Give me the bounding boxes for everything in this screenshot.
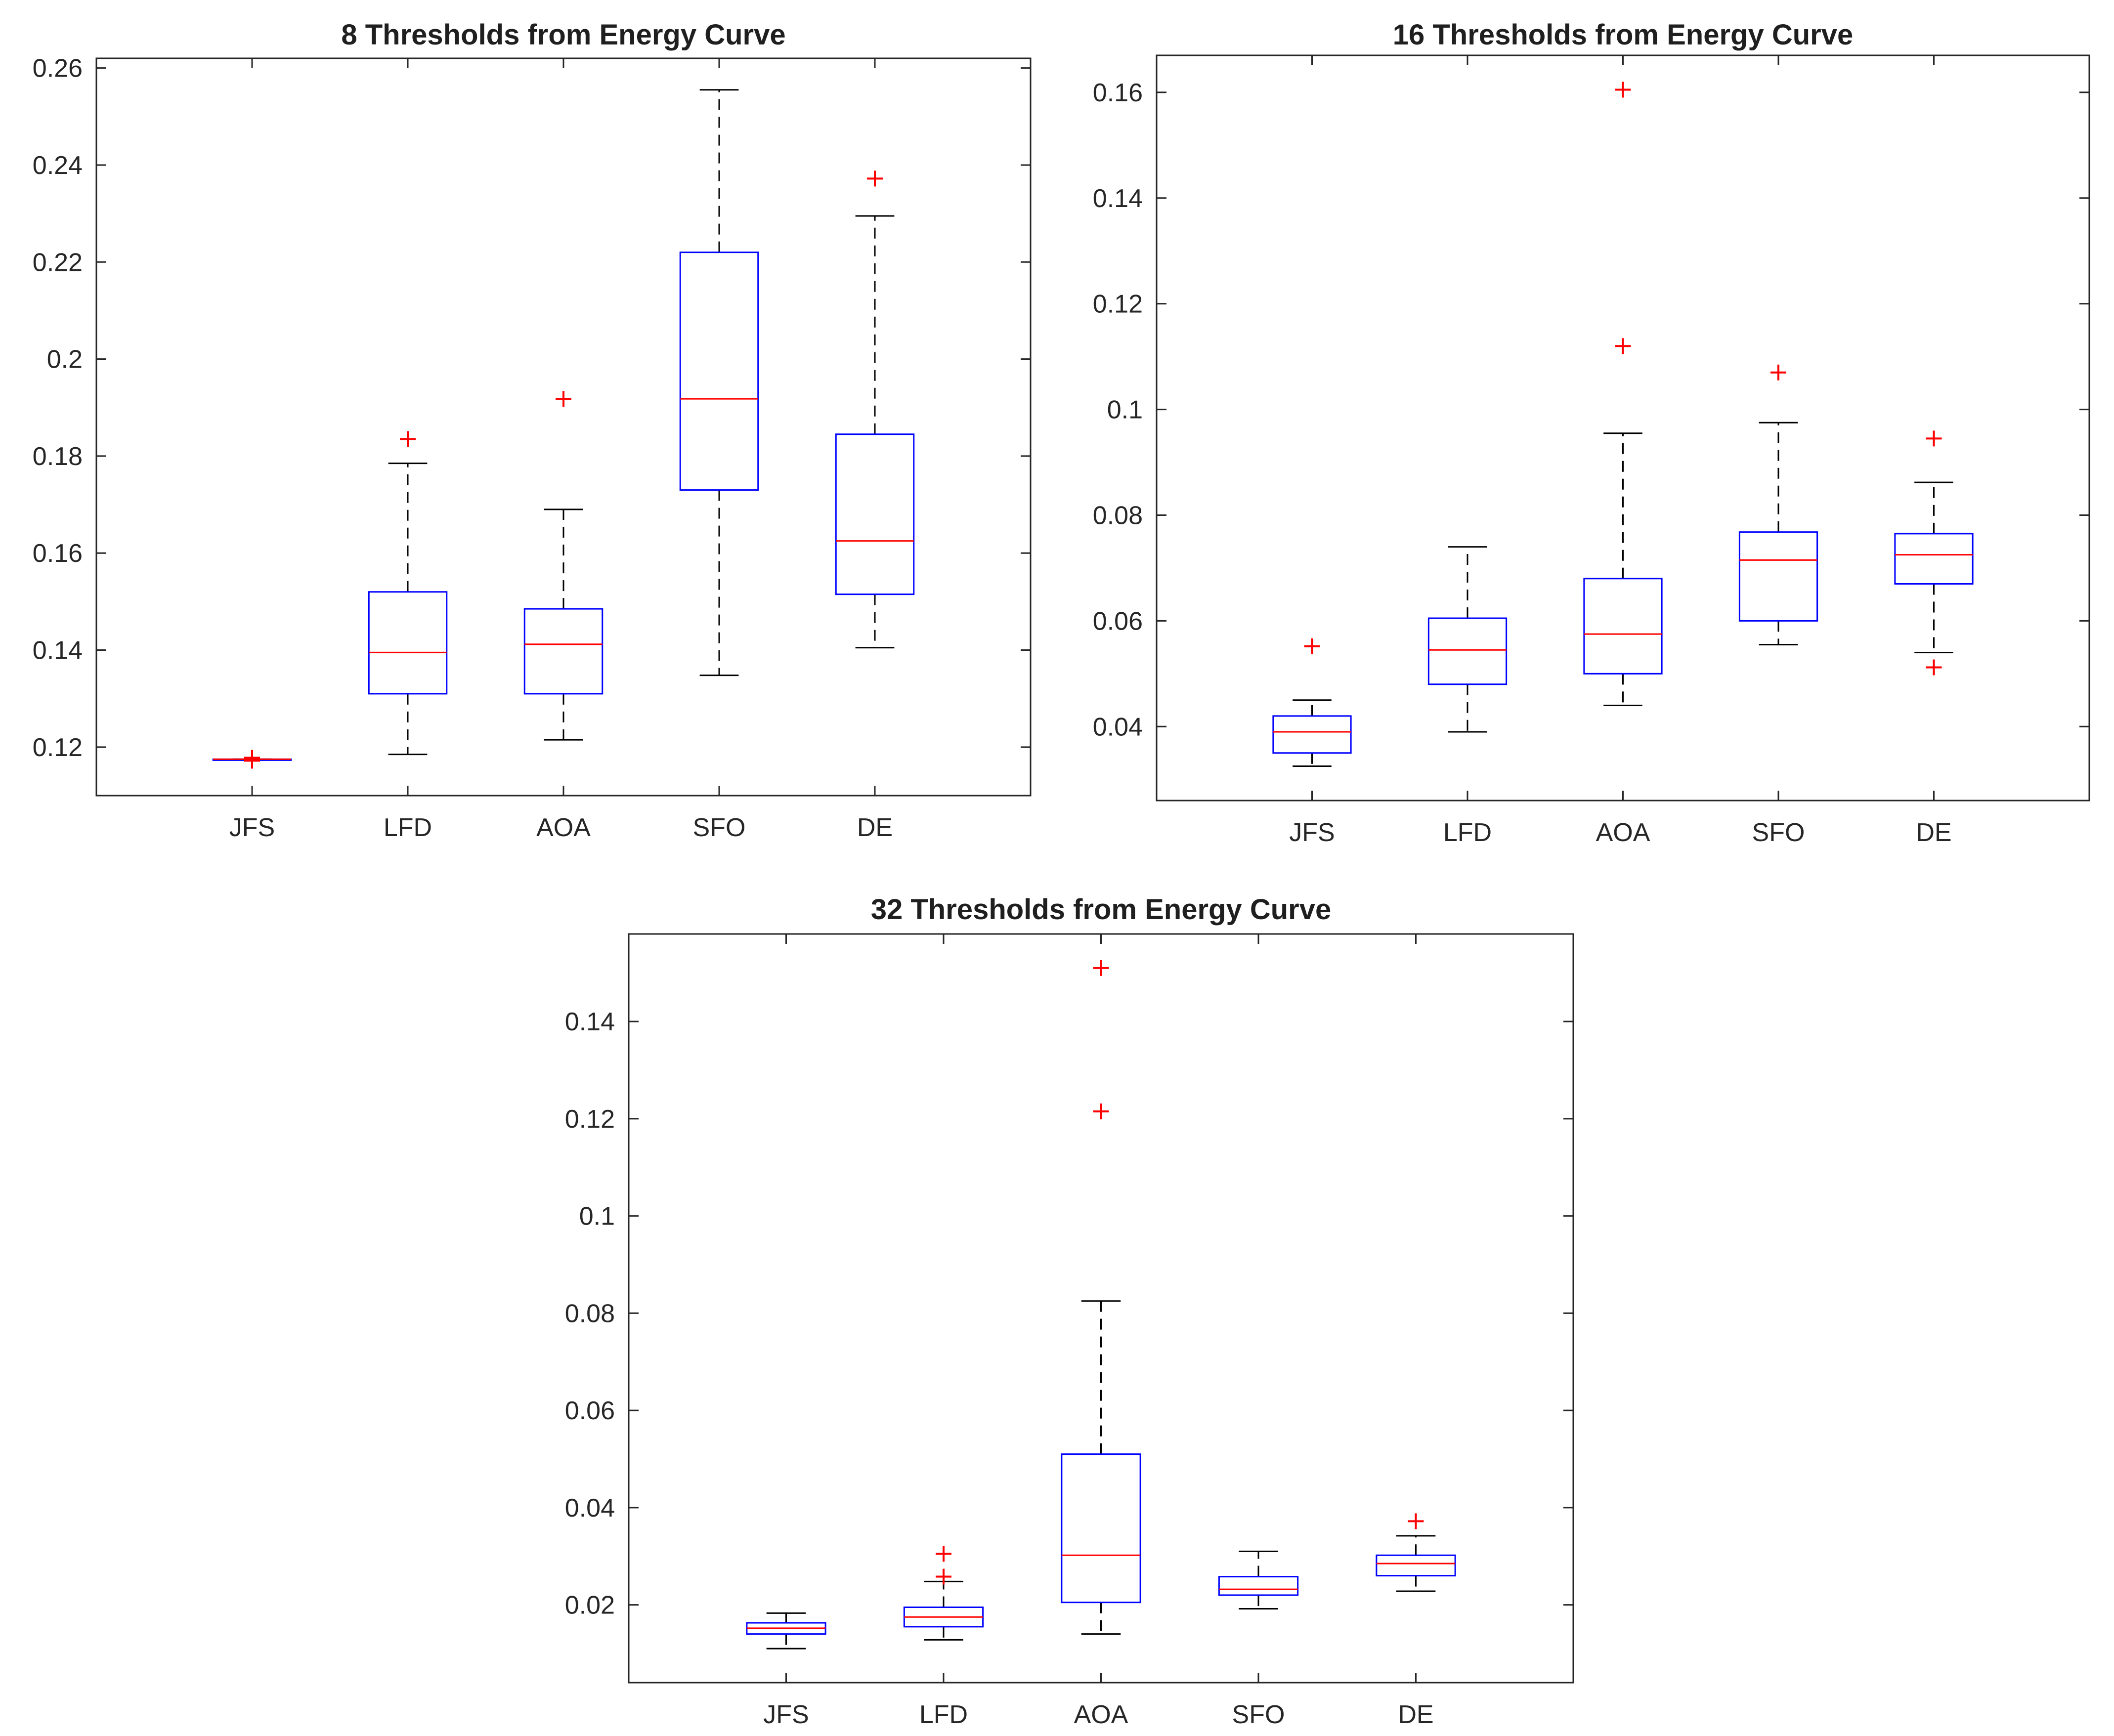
y-tick-label: 0.14	[1093, 184, 1143, 213]
outlier-marker	[936, 1568, 951, 1585]
y-tick-label: 0.04	[565, 1494, 615, 1523]
iqr-box	[1272, 715, 1352, 754]
iqr-box	[1218, 1576, 1299, 1596]
outlier-marker	[400, 431, 416, 447]
box-de	[1376, 1513, 1456, 1592]
x-tick-label-de: DE	[1916, 818, 1951, 847]
box-jfs	[746, 1612, 826, 1650]
outlier-marker	[1615, 82, 1631, 98]
iqr-box	[1427, 617, 1508, 685]
outlier-marker	[1304, 638, 1320, 654]
x-tick-label-aoa: AOA	[1596, 818, 1650, 847]
x-tick-label-sfo: SFO	[1232, 1700, 1285, 1729]
x-tick-label-sfo: SFO	[693, 813, 746, 842]
axes-frame	[1156, 54, 2090, 802]
y-tick-label: 0.06	[565, 1397, 615, 1425]
outlier-marker	[244, 750, 260, 766]
iqr-box	[1738, 531, 1818, 622]
box-lfd	[903, 1546, 984, 1641]
x-tick-label-aoa: AOA	[1074, 1700, 1128, 1729]
iqr-box	[368, 591, 448, 695]
box-lfd	[368, 431, 448, 756]
outlier-marker	[936, 1546, 951, 1562]
chart-title: 16 Thresholds from Energy Curve	[1393, 19, 1853, 51]
x-tick-label-lfd: LFD	[384, 813, 432, 842]
box-sfo	[679, 89, 759, 677]
box-aoa	[1061, 960, 1141, 1635]
x-tick-label-de: DE	[1398, 1700, 1433, 1729]
y-tick-label: 0.08	[565, 1299, 615, 1328]
outlier-marker	[1615, 338, 1631, 354]
axes-frame	[95, 57, 1032, 797]
iqr-box	[1061, 1453, 1141, 1604]
y-tick-label: 0.24	[33, 151, 83, 180]
outlier-marker	[1093, 960, 1109, 976]
box-de	[1894, 430, 1974, 676]
x-tick-label-sfo: SFO	[1752, 818, 1805, 847]
outlier-marker	[1408, 1513, 1424, 1529]
x-tick-label-lfd: LFD	[919, 1700, 968, 1729]
box-lfd	[1427, 546, 1508, 733]
x-tick-label-jfs: JFS	[763, 1700, 809, 1729]
box-jfs	[1272, 638, 1352, 767]
outlier-marker	[1093, 1103, 1109, 1120]
boxplot-32-thresholds: 32 Thresholds from Energy Curve 0.02 0.04 0…	[565, 893, 1574, 1729]
y-tick-label: 0.04	[1093, 713, 1143, 741]
box-sfo	[1218, 1550, 1299, 1609]
outlier-marker	[1926, 430, 1942, 447]
box-jfs	[212, 750, 292, 769]
outlier-marker	[556, 391, 571, 407]
iqr-box	[1583, 578, 1663, 675]
y-tick-label: 0.22	[33, 248, 83, 277]
y-tick-label: 0.14	[33, 636, 83, 665]
y-tick-label: 0.1	[1107, 396, 1143, 424]
iqr-box	[523, 608, 604, 695]
iqr-box	[1376, 1554, 1456, 1577]
y-tick-label: 0.1	[579, 1202, 615, 1231]
y-tick-label: 0.08	[1093, 501, 1143, 530]
y-tick-label: 0.14	[565, 1008, 615, 1036]
y-tick-label: 0.16	[33, 539, 83, 568]
y-tick-label: 0.02	[565, 1591, 615, 1620]
y-tick-label: 0.26	[33, 54, 83, 83]
box-de	[835, 170, 915, 649]
x-tick-label-jfs: JFS	[1289, 818, 1335, 847]
x-tick-label-de: DE	[857, 813, 893, 842]
outlier-marker	[1926, 659, 1942, 676]
boxplot-16-thresholds: 16 Thresholds from Energy Curve 0.04 0.06 0…	[1093, 19, 2090, 847]
box-aoa	[523, 391, 604, 741]
y-tick-label: 0.12	[565, 1105, 615, 1134]
y-tick-label: 0.12	[33, 733, 83, 762]
box-sfo	[1738, 364, 1818, 645]
iqr-box	[679, 252, 759, 491]
chart-title: 8 Thresholds from Energy Curve	[341, 19, 785, 51]
y-tick-label: 0.2	[47, 345, 83, 374]
iqr-box	[1894, 533, 1974, 585]
x-tick-label-lfd: LFD	[1443, 818, 1492, 847]
y-tick-label: 0.06	[1093, 607, 1143, 635]
chart-title: 32 Thresholds from Energy Curve	[871, 893, 1331, 926]
box-aoa	[1583, 82, 1663, 706]
iqr-box	[835, 433, 915, 595]
x-tick-label-aoa: AOA	[536, 813, 591, 842]
y-tick-label: 0.18	[33, 442, 83, 471]
boxplot-8-thresholds: 8 Thresholds from Energy Curve 0.12 0.14 0.…	[33, 19, 1032, 842]
y-tick-label: 0.16	[1093, 79, 1143, 107]
y-tick-label: 0.12	[1093, 290, 1143, 319]
x-tick-label-jfs: JFS	[229, 813, 275, 842]
outlier-marker	[1770, 364, 1786, 381]
outlier-marker	[867, 170, 883, 187]
